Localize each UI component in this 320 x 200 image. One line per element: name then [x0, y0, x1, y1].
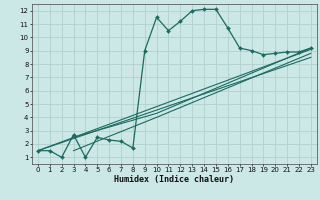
- X-axis label: Humidex (Indice chaleur): Humidex (Indice chaleur): [115, 175, 234, 184]
